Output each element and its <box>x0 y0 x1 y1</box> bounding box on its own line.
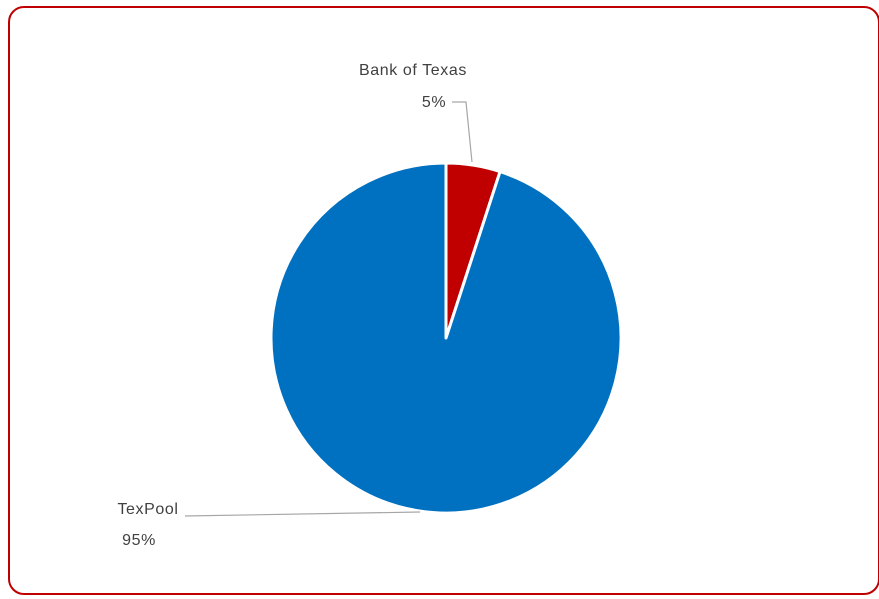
leader-line-bank-of-texas <box>452 101 473 163</box>
data-labels: Bank of Texas 5% TexPool 95% <box>117 62 467 549</box>
slice-label-bank-of-texas-percent: 5% <box>422 94 446 111</box>
pie-slices <box>269 161 623 515</box>
leader-line-texpool <box>184 511 421 517</box>
slice-label-bank-of-texas-name: Bank of Texas <box>359 62 467 79</box>
pie-slice-texpool <box>269 161 623 515</box>
slice-label-texpool-percent: 95% <box>122 532 156 549</box>
leader-lines <box>184 101 473 517</box>
slice-label-texpool-name: TexPool <box>117 501 178 518</box>
